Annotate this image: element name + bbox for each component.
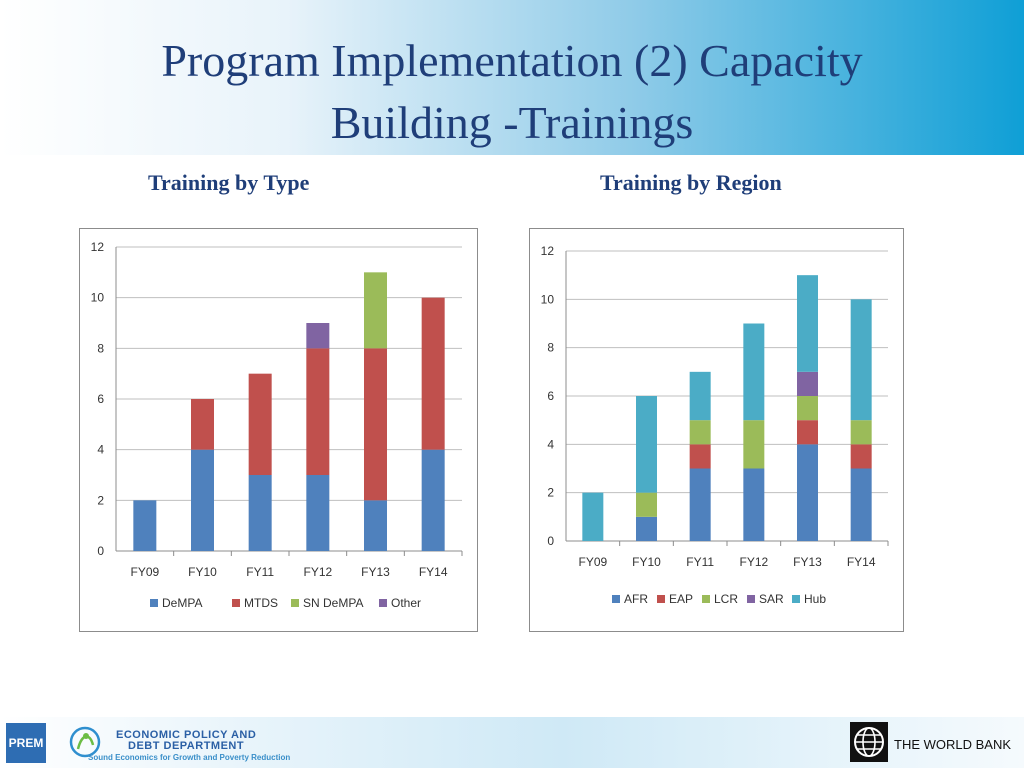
legend-swatch <box>657 595 665 603</box>
legend-label: Other <box>391 596 421 610</box>
x-tick-label: FY11 <box>246 565 274 579</box>
bar-hub-fy12 <box>743 323 765 421</box>
bar-afr-fy10 <box>636 516 657 541</box>
chart-svg: 0 2 4 6 8 10 12 FY09 FY10 FY11 FY12 FY13 FY14 AFR EAP L… <box>541 244 889 606</box>
legend-swatch <box>747 595 755 603</box>
y-tick-label: 12 <box>541 244 555 258</box>
dept-name-line1: ECONOMIC POLICY AND <box>116 729 257 741</box>
world-bank-label: THE WORLD BANK <box>894 737 1012 752</box>
slide-title-line1: Program Implementation (2) Capacity <box>161 35 863 86</box>
legend-swatch <box>150 599 158 607</box>
bar-lcr-fy13 <box>797 396 818 421</box>
x-tick-label: FY13 <box>361 565 390 579</box>
bar-hub-fy14 <box>850 299 872 421</box>
bar-afr-fy11 <box>689 468 711 541</box>
legend-label: DeMPA <box>162 596 202 610</box>
bar-other-fy12 <box>306 323 330 349</box>
bar-afr-fy12 <box>743 468 765 541</box>
y-tick-label: 2 <box>97 493 104 507</box>
bar-eap-fy13 <box>797 420 818 445</box>
x-tick-label: FY10 <box>188 565 217 579</box>
bar-hub-fy13 <box>797 275 818 372</box>
y-tick-label: 10 <box>541 292 555 306</box>
y-tick-label: 6 <box>97 392 104 406</box>
legend-label: AFR <box>624 592 648 606</box>
bar-afr-fy13 <box>797 444 818 541</box>
legend-swatch <box>702 595 710 603</box>
y-tick-label: 0 <box>547 534 554 548</box>
y-tick-label: 12 <box>91 240 105 254</box>
chart-training-by-type: 0 2 4 6 8 10 12 FY09 FY10 FY11 FY12 FY13 FY14 DeMPA MT… <box>79 228 478 632</box>
bar-hub-fy10 <box>636 396 657 493</box>
x-tick-label: FY12 <box>739 555 768 569</box>
dept-name-line2: DEBT DEPARTMENT <box>128 740 245 752</box>
x-tick-label: FY11 <box>686 555 714 569</box>
legend-swatch <box>792 595 800 603</box>
legend-swatch <box>379 599 387 607</box>
chart-svg: 0 2 4 6 8 10 12 FY09 FY10 FY11 FY12 FY13 FY14 DeMPA MT… <box>91 240 463 610</box>
bar-lcr-fy12 <box>743 420 765 469</box>
bar-hub-fy11 <box>689 371 711 421</box>
legend-swatch <box>232 599 240 607</box>
y-tick-label: 8 <box>547 341 554 355</box>
legend-label: LCR <box>714 592 738 606</box>
bar-lcr-fy11 <box>689 420 711 445</box>
dept-name: ECONOMIC POLICY AND DEBT DEPARTMENT <box>116 730 256 752</box>
bar-dempa-fy11 <box>248 475 272 551</box>
slide-title-line2: Building -Trainings <box>330 97 694 148</box>
bar-dempa-fy12 <box>306 475 330 551</box>
dept-logo-icon <box>69 726 101 758</box>
world-bank-globe-icon <box>850 722 888 762</box>
chart-title-region: Training by Region <box>600 170 782 195</box>
bar-afr-fy14 <box>850 468 872 541</box>
legend-label: SN DeMPA <box>303 596 363 610</box>
legend-label: EAP <box>669 592 693 606</box>
bar-lcr-fy10 <box>636 492 657 517</box>
bar-eap-fy11 <box>689 444 711 469</box>
bar-eap-fy14 <box>850 444 872 469</box>
x-tick-label: FY09 <box>130 565 159 579</box>
y-tick-label: 0 <box>97 544 104 558</box>
legend-label: SAR <box>759 592 784 606</box>
prem-logo-icon: PREM <box>6 723 46 763</box>
bar-dempa-fy10 <box>191 449 214 551</box>
y-tick-label: 10 <box>91 291 105 305</box>
legend-label: Hub <box>804 592 826 606</box>
y-tick-label: 4 <box>547 437 554 451</box>
bar-dempa-fy14 <box>421 449 445 551</box>
legend-swatch <box>612 595 620 603</box>
bar-dempa-fy13 <box>364 500 387 551</box>
bar-mtds-fy11 <box>248 373 272 475</box>
chart-title-type: Training by Type <box>148 170 310 195</box>
bar-mtds-fy10 <box>191 399 214 450</box>
x-tick-label: FY13 <box>793 555 822 569</box>
bar-mtds-fy12 <box>306 348 330 475</box>
legend-label: MTDS <box>244 596 278 610</box>
legend-swatch <box>291 599 299 607</box>
bar-mtds-fy13 <box>364 348 387 501</box>
dept-tagline: Sound Economics for Growth and Poverty R… <box>88 753 291 762</box>
y-tick-label: 2 <box>547 486 554 500</box>
x-tick-label: FY14 <box>419 565 448 579</box>
bar-mtds-fy14 <box>421 297 445 450</box>
x-tick-label: FY14 <box>847 555 876 569</box>
title-banner <box>0 0 1024 155</box>
y-tick-label: 8 <box>97 341 104 355</box>
bar-lcr-fy14 <box>850 420 872 445</box>
slide-title: Program Implementation (2) Capacity Buil… <box>0 30 1024 154</box>
y-tick-label: 6 <box>547 389 554 403</box>
chart-training-by-region: 0 2 4 6 8 10 12 FY09 FY10 FY11 FY12 FY13 FY14 AFR EAP L… <box>529 228 904 632</box>
x-tick-label: FY12 <box>303 565 332 579</box>
bar-hub-fy09 <box>582 492 604 541</box>
bar-sn-dempa-fy13 <box>364 272 387 349</box>
bar-sar-fy13 <box>797 371 818 396</box>
bar-dempa-fy09 <box>133 500 157 551</box>
x-tick-label: FY10 <box>632 555 661 569</box>
x-tick-label: FY09 <box>578 555 607 569</box>
y-tick-label: 4 <box>97 443 104 457</box>
